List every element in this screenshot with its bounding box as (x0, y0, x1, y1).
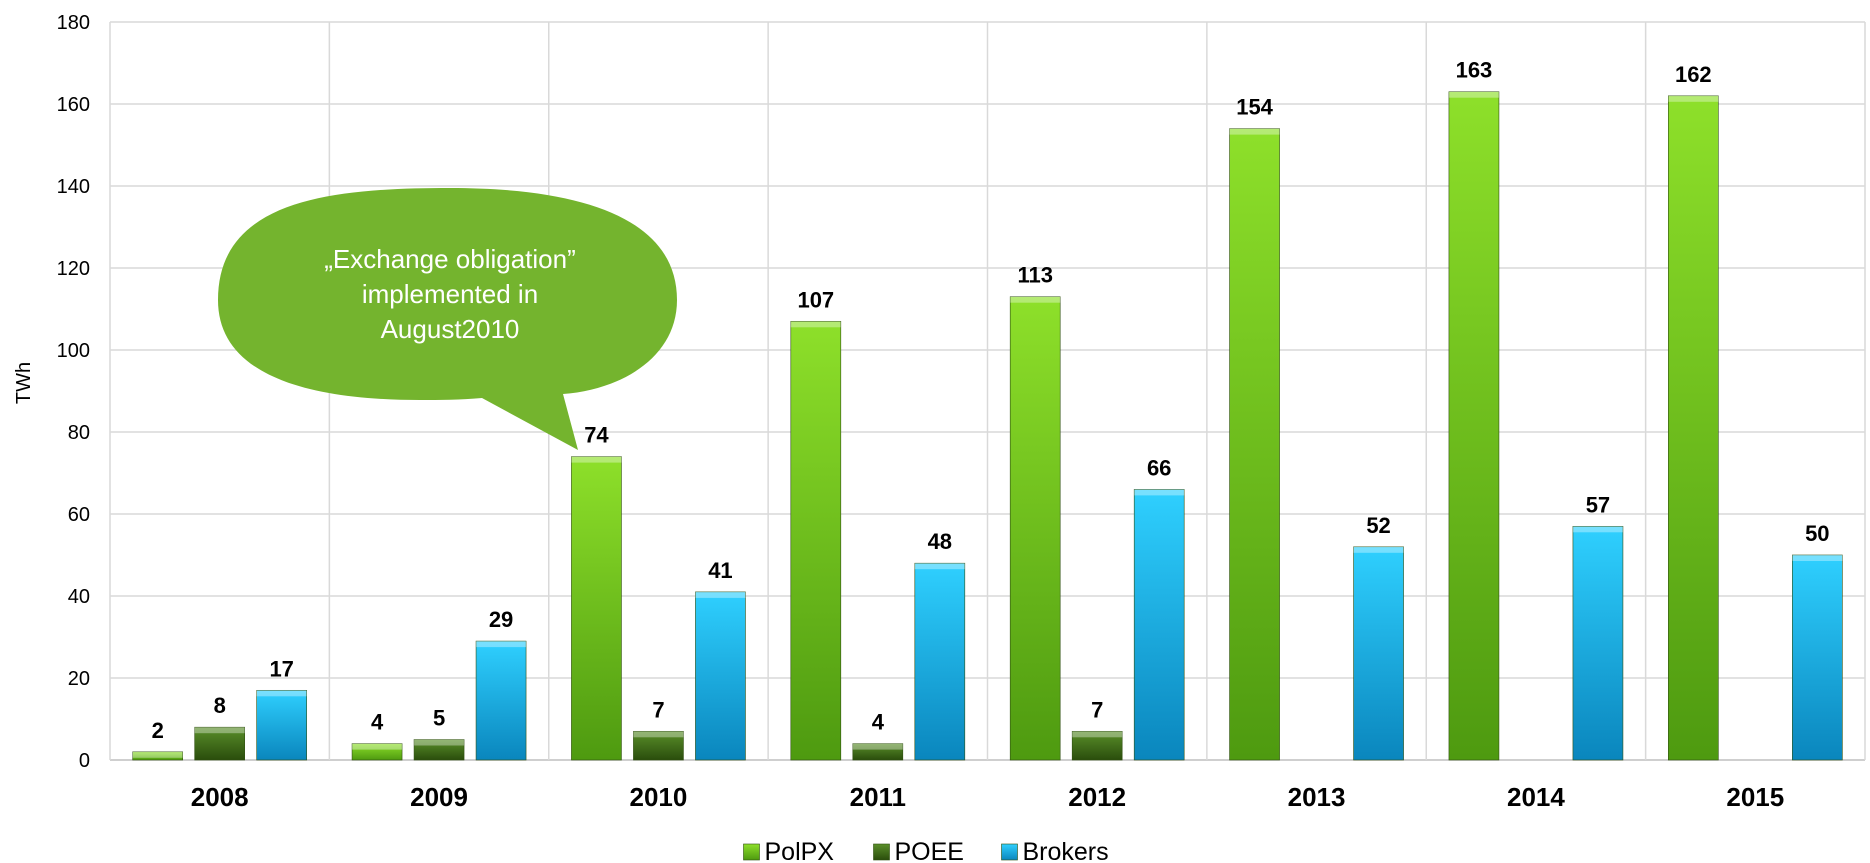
bar-polpx-2010 (571, 456, 622, 761)
x-tick-label: 2009 (410, 782, 468, 812)
bar-brokers-2008 (256, 689, 307, 761)
bar-polpx-2008 (132, 751, 183, 761)
x-tick-label: 2014 (1507, 782, 1565, 812)
data-label: 50 (1805, 521, 1829, 546)
data-label: 5 (433, 706, 445, 731)
data-label: 17 (269, 656, 293, 681)
bar-brokers-2010 (695, 591, 746, 761)
bar-poee-2012 (1071, 730, 1123, 761)
bar-highlight (571, 456, 622, 463)
y-tick-label: 160 (57, 94, 90, 116)
bar-poee-2010 (633, 730, 684, 761)
bar-highlight (1792, 555, 1843, 561)
bar-brokers-2012 (1133, 489, 1185, 761)
bar-brokers-2014 (1572, 525, 1624, 761)
callout-line-3: August2010 (381, 314, 520, 344)
bar-poee-2008 (194, 726, 245, 761)
bar-polpx-2015 (1668, 95, 1719, 761)
data-label: 113 (1017, 263, 1053, 288)
y-tick-label: 60 (68, 504, 90, 526)
data-label: 48 (928, 529, 952, 554)
bar-polpx-2012 (1009, 296, 1061, 761)
legend-swatch-brokers (1001, 843, 1018, 861)
y-tick-label: 20 (68, 668, 90, 690)
legend: PolPX POEE Brokers (743, 838, 1109, 863)
data-label: 7 (1091, 697, 1103, 722)
callout-line-2: implemented in (362, 279, 538, 309)
bar-highlight (1668, 95, 1719, 102)
data-label: 107 (797, 287, 834, 312)
data-label: 4 (371, 710, 384, 735)
bar-highlight (1572, 526, 1623, 533)
bar-highlight (1353, 546, 1404, 553)
data-label: 52 (1366, 513, 1390, 538)
y-tick-label: 100 (57, 340, 90, 362)
legend-label: PolPX (765, 838, 835, 863)
legend-label: POEE (895, 838, 964, 863)
data-label: 41 (708, 558, 732, 583)
x-tick-label: 2010 (630, 782, 688, 812)
bar-highlight (1448, 91, 1499, 98)
bar-poee-2011 (852, 743, 904, 761)
legend-swatch-poee (873, 843, 890, 861)
y-axis-label: TWh (13, 362, 35, 404)
bar-polpx-2011 (790, 320, 842, 761)
bar-highlight (414, 739, 465, 746)
bar-highlight (1010, 296, 1061, 303)
y-axis: 0 20 40 60 80 100 120 140 160 180 (57, 12, 90, 772)
bars (132, 91, 1843, 761)
bar-highlight (914, 563, 965, 570)
bar-highlight (1072, 731, 1123, 738)
data-label: 163 (1456, 58, 1493, 83)
y-tick-label: 0 (79, 750, 90, 772)
bar-brokers-2013 (1353, 546, 1404, 761)
bar-polpx-2009 (351, 743, 403, 761)
bar-highlight (790, 321, 841, 328)
bar-polpx-2013 (1229, 128, 1280, 761)
x-tick-label: 2008 (191, 782, 249, 812)
y-tick-label: 120 (57, 258, 90, 280)
legend-label: Brokers (1023, 838, 1109, 863)
data-label: 7 (652, 697, 664, 722)
data-label: 162 (1675, 62, 1712, 87)
bar-brokers-2011 (914, 562, 966, 761)
data-label: 2 (152, 718, 164, 743)
bar-brokers-2009 (475, 640, 527, 761)
bar-poee-2009 (413, 739, 465, 761)
data-label: 8 (214, 693, 226, 718)
callout-annotation: „Exchange obligation” implemented in Aug… (218, 188, 677, 450)
data-label: 57 (1586, 492, 1610, 517)
bar-highlight (633, 731, 684, 738)
bar-highlight (194, 727, 245, 734)
bar-highlight (132, 751, 183, 758)
data-label: 29 (489, 607, 513, 632)
data-label: 66 (1147, 455, 1171, 480)
bar-highlight (476, 641, 527, 648)
y-tick-label: 80 (68, 422, 90, 444)
x-axis: 2008 2009 2010 2011 2012 2013 2014 2015 (191, 782, 1784, 812)
x-tick-label: 2011 (850, 782, 906, 812)
data-label: 154 (1236, 95, 1273, 120)
x-tick-label: 2015 (1726, 782, 1784, 812)
callout-line-1: „Exchange obligation” (324, 244, 576, 274)
legend-swatch-polpx (743, 843, 760, 861)
bar-brokers-2015 (1792, 554, 1843, 761)
x-tick-label: 2013 (1288, 782, 1346, 812)
data-label: 74 (584, 423, 609, 448)
bar-highlight (256, 690, 307, 697)
y-tick-label: 40 (68, 586, 90, 608)
y-tick-label: 180 (57, 12, 90, 34)
bar-highlight (695, 591, 746, 598)
bar-highlight (1229, 128, 1280, 135)
bar-highlight (352, 743, 403, 750)
callout-bubble (218, 188, 677, 450)
y-tick-label: 140 (57, 176, 90, 198)
bar-polpx-2014 (1448, 91, 1500, 761)
bar-highlight (1134, 489, 1185, 496)
data-labels: 2 8 17 4 5 29 74 7 41 107 4 48 113 7 66 154 52 163 57 162 50 (152, 58, 1830, 743)
bar-highlight (852, 743, 903, 750)
data-label: 4 (872, 710, 885, 735)
x-tick-label: 2012 (1068, 782, 1126, 812)
